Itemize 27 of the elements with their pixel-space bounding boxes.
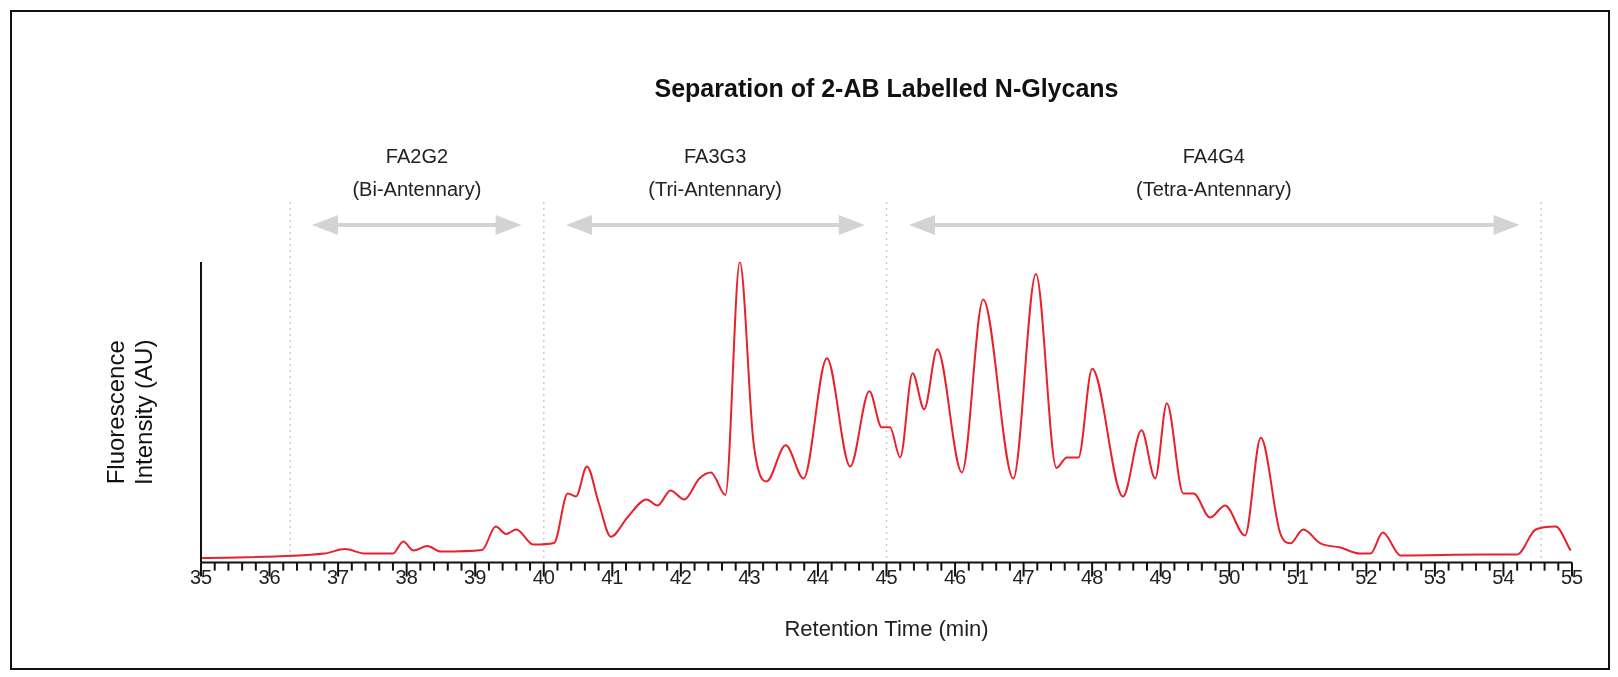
x-tick-label: 36 — [258, 566, 281, 589]
x-tick-label: 52 — [1355, 566, 1378, 589]
text: FA3G3 (Tri-Antennary) — [648, 144, 782, 200]
x-axis-title: Retention Time (min) — [784, 615, 989, 641]
x-tick-label: 39 — [464, 566, 487, 589]
x-tick-label: 44 — [806, 566, 830, 589]
x-tick-label: 49 — [1149, 566, 1172, 589]
x-tick-label: 42 — [669, 566, 692, 589]
text: FA2G2 (Bi-Antennary) — [352, 144, 482, 200]
x-tick-label: 50 — [1218, 566, 1241, 589]
x-tick-label: 35 — [189, 566, 213, 589]
x-tick-label: 47 — [1012, 566, 1035, 589]
x-tick-label: 40 — [532, 566, 555, 589]
text: FA4G4 (Tetra-Antennary) — [1136, 144, 1292, 200]
x-tick-label: 53 — [1423, 566, 1447, 589]
x-tick-label: 41 — [601, 566, 624, 589]
x-tick-label: 37 — [326, 566, 350, 589]
x-tick-label: 54 — [1492, 566, 1515, 589]
x-tick-label: 51 — [1286, 566, 1309, 589]
y-axis-title: Fluorescence Intensity (AU) — [101, 339, 157, 485]
x-tick-label: 38 — [395, 566, 418, 589]
x-tick-label: 48 — [1081, 566, 1104, 589]
x-tick-label: 45 — [875, 566, 898, 589]
x-tick-label: 43 — [738, 566, 761, 589]
x-tick-label: 55 — [1560, 566, 1584, 589]
chart-title: Separation of 2-AB Labelled N-Glycans — [654, 73, 1119, 102]
x-tick-label: 46 — [943, 566, 967, 589]
